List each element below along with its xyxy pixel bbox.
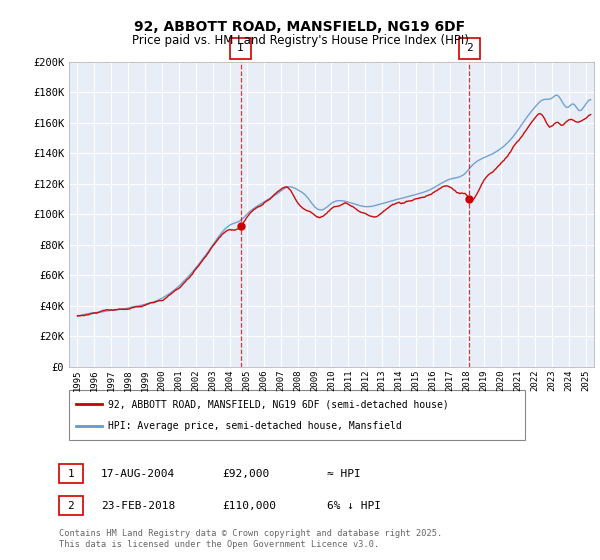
Text: 2025: 2025: [581, 370, 590, 391]
Text: 2012: 2012: [361, 370, 370, 391]
Text: 2021: 2021: [513, 370, 522, 391]
Text: 2: 2: [67, 501, 74, 511]
Text: 2014: 2014: [395, 370, 404, 391]
Text: 2002: 2002: [191, 370, 200, 391]
Text: 1: 1: [237, 43, 244, 53]
Text: 2007: 2007: [276, 370, 285, 391]
Text: 2011: 2011: [344, 370, 353, 391]
Text: 2: 2: [466, 43, 473, 53]
Text: 92, ABBOTT ROAD, MANSFIELD, NG19 6DF (semi-detached house): 92, ABBOTT ROAD, MANSFIELD, NG19 6DF (se…: [108, 399, 449, 409]
Text: 2015: 2015: [412, 370, 421, 391]
Text: £110,000: £110,000: [222, 501, 276, 511]
Text: HPI: Average price, semi-detached house, Mansfield: HPI: Average price, semi-detached house,…: [108, 421, 402, 431]
Text: 2006: 2006: [259, 370, 268, 391]
Text: 1995: 1995: [73, 370, 82, 391]
Text: 2004: 2004: [226, 370, 235, 391]
Text: 2016: 2016: [428, 370, 437, 391]
Text: 2003: 2003: [208, 370, 217, 391]
Text: 23-FEB-2018: 23-FEB-2018: [101, 501, 175, 511]
Text: 2001: 2001: [175, 370, 184, 391]
Text: 2023: 2023: [547, 370, 556, 391]
Text: 2008: 2008: [293, 370, 302, 391]
Text: £92,000: £92,000: [222, 469, 269, 479]
Text: 2019: 2019: [479, 370, 488, 391]
Text: 1997: 1997: [107, 370, 116, 391]
Text: 1996: 1996: [90, 370, 99, 391]
Text: 2009: 2009: [310, 370, 319, 391]
Text: 2013: 2013: [378, 370, 387, 391]
Text: 2000: 2000: [158, 370, 167, 391]
Text: 1999: 1999: [141, 370, 150, 391]
Text: 2010: 2010: [327, 370, 336, 391]
Text: 2017: 2017: [446, 370, 455, 391]
Text: 2005: 2005: [242, 370, 251, 391]
Text: 2018: 2018: [463, 370, 472, 391]
Text: Price paid vs. HM Land Registry's House Price Index (HPI): Price paid vs. HM Land Registry's House …: [131, 34, 469, 46]
Text: Contains HM Land Registry data © Crown copyright and database right 2025.
This d: Contains HM Land Registry data © Crown c…: [59, 529, 442, 549]
Text: 2020: 2020: [496, 370, 505, 391]
Text: 17-AUG-2004: 17-AUG-2004: [101, 469, 175, 479]
Text: 1: 1: [67, 469, 74, 479]
Text: 92, ABBOTT ROAD, MANSFIELD, NG19 6DF: 92, ABBOTT ROAD, MANSFIELD, NG19 6DF: [134, 20, 466, 34]
Text: 2024: 2024: [564, 370, 573, 391]
Text: 2022: 2022: [530, 370, 539, 391]
Text: ≈ HPI: ≈ HPI: [327, 469, 361, 479]
Text: 6% ↓ HPI: 6% ↓ HPI: [327, 501, 381, 511]
Text: 1998: 1998: [124, 370, 133, 391]
